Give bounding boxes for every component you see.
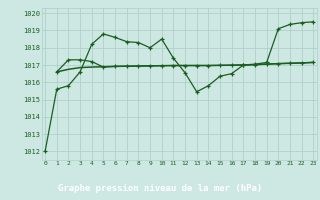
Text: Graphe pression niveau de la mer (hPa): Graphe pression niveau de la mer (hPa)	[58, 184, 262, 193]
